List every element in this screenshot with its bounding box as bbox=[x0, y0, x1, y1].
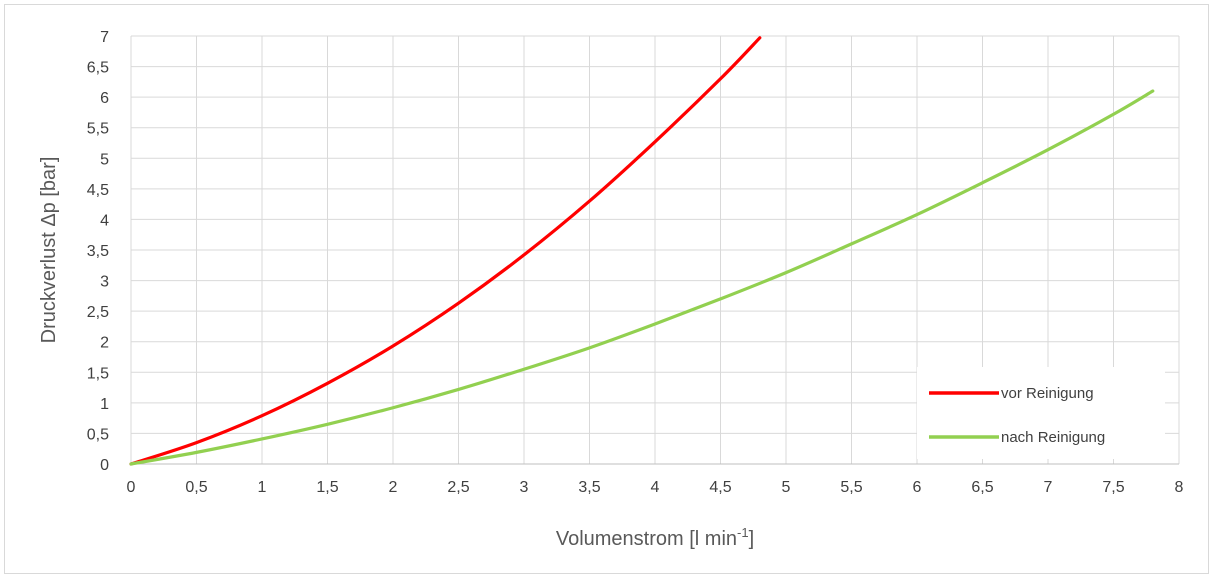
chart-frame: 0 0,5 1 1,5 2 2,5 3 3,5 4 4,5 5 5,5 6 6,5 7 7,5 8 0 0,5 1 1… bbox=[4, 4, 1209, 574]
y-tick-label: 7 bbox=[100, 29, 109, 46]
x-axis-title-main: Volumenstrom [l min bbox=[556, 528, 737, 550]
y-tick-label: 3 bbox=[100, 274, 109, 291]
axes bbox=[130, 36, 1179, 465]
legend: vor Reinigung nach Reinigung bbox=[917, 367, 1165, 459]
legend-label-1: vor Reinigung bbox=[1001, 385, 1094, 402]
x-tick-label: 1 bbox=[258, 479, 267, 496]
x-tick-label: 0,5 bbox=[185, 479, 207, 496]
x-tick-label: 0 bbox=[127, 479, 136, 496]
y-tick-label: 0,5 bbox=[87, 426, 109, 443]
y-tick-label: 5 bbox=[100, 151, 109, 168]
x-tick-label: 3 bbox=[520, 479, 529, 496]
y-tick-label: 6 bbox=[100, 90, 109, 107]
y-tick-label: 0 bbox=[100, 457, 109, 474]
series-lines bbox=[129, 36, 1155, 466]
y-tick-label: 2 bbox=[100, 335, 109, 352]
y-tick-label: 1,5 bbox=[87, 365, 109, 382]
x-tick-label: 4,5 bbox=[709, 479, 731, 496]
x-axis-title-end: ] bbox=[749, 528, 755, 550]
x-tick-label: 5 bbox=[782, 479, 791, 496]
y-tick-label: 6,5 bbox=[87, 60, 109, 77]
x-tick-label: 2 bbox=[389, 479, 398, 496]
x-tick-label: 7,5 bbox=[1102, 479, 1124, 496]
x-tick-label: 8 bbox=[1175, 479, 1184, 496]
y-tick-label: 1 bbox=[100, 396, 109, 413]
x-axis-title: Volumenstrom [l min-1] bbox=[556, 525, 754, 550]
y-tick-label: 2,5 bbox=[87, 304, 109, 321]
line-chart: 0 0,5 1 1,5 2 2,5 3 3,5 4 4,5 5 5,5 6 6,5 7 7,5 8 0 0,5 1 1… bbox=[38, 29, 1184, 550]
legend-label-2: nach Reinigung bbox=[1001, 429, 1105, 446]
x-tick-label: 3,5 bbox=[578, 479, 600, 496]
y-tick-label: 3,5 bbox=[87, 243, 109, 260]
series-line-1 bbox=[129, 36, 762, 466]
x-tick-label: 1,5 bbox=[316, 479, 338, 496]
y-tick-label: 4,5 bbox=[87, 182, 109, 199]
y-tick-label: 5,5 bbox=[87, 121, 109, 138]
x-tick-labels: 0 0,5 1 1,5 2 2,5 3 3,5 4 4,5 5 5,5 6 6,5 7 7,5 8 bbox=[127, 479, 1184, 496]
y-tick-label: 4 bbox=[100, 212, 109, 229]
x-tick-label: 2,5 bbox=[447, 479, 469, 496]
x-tick-label: 7 bbox=[1044, 479, 1053, 496]
y-tick-labels: 0 0,5 1 1,5 2 2,5 3 3,5 4 4,5 5 5,5 6 6,5 7 bbox=[87, 29, 109, 474]
series-line-2 bbox=[129, 89, 1155, 466]
x-tick-label: 6,5 bbox=[971, 479, 993, 496]
x-tick-label: 6 bbox=[913, 479, 922, 496]
y-axis-title: Druckverlust Δp [bar] bbox=[38, 157, 60, 344]
x-axis-title-sup: -1 bbox=[737, 525, 749, 540]
legend-box bbox=[917, 367, 1165, 459]
x-tick-label: 5,5 bbox=[840, 479, 862, 496]
x-tick-label: 4 bbox=[651, 479, 660, 496]
